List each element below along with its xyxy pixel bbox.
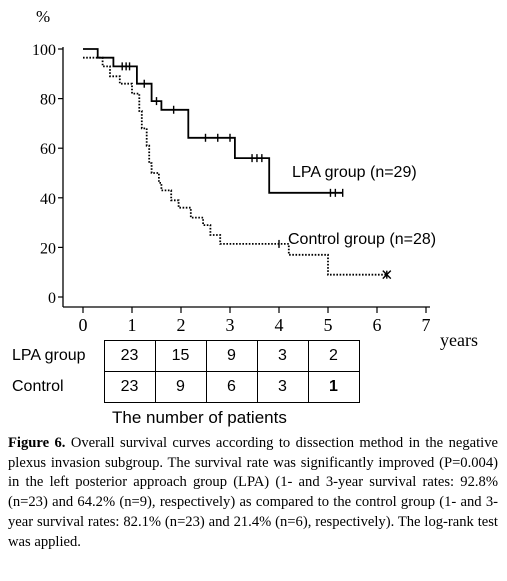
x-axis-label-text: years (440, 330, 478, 350)
table-row-lpa: LPA group 23 15 9 3 2 (0, 340, 360, 372)
axes (62, 47, 430, 308)
figure-caption: Figure 6. Overall survival curves accord… (8, 434, 498, 552)
caption-text: Overall survival curves according to dis… (8, 435, 498, 550)
row-label: Control (12, 378, 64, 395)
y-tick-label: 0 (48, 290, 56, 307)
table-cell: 15 (154, 340, 207, 372)
caption-label: Figure 6. (8, 435, 66, 451)
x-tick-label: 6 (373, 315, 382, 335)
x-tick-label: 0 (79, 315, 88, 335)
table-cell: 9 (154, 371, 207, 403)
table-title: The number of patients (112, 408, 287, 427)
y-axis-ticks: 0 20 40 60 80 100 (32, 42, 63, 307)
x-tick-label: 2 (177, 315, 186, 335)
censor-end-mark (382, 270, 392, 280)
survival-curve-line (83, 56, 387, 276)
y-tick-label: 80 (40, 92, 56, 109)
series-layer (83, 48, 392, 280)
x-tick-label: 5 (324, 315, 333, 335)
table-cell: 23 (103, 371, 156, 403)
y-axis-unit: % (36, 7, 50, 26)
y-tick-label: 40 (40, 191, 56, 208)
table-cell: 6 (205, 371, 258, 403)
table-cell: 23 (103, 340, 156, 372)
x-tick-label: 1 (128, 315, 137, 335)
y-tick-label: 100 (32, 42, 56, 59)
row-label: LPA group (12, 347, 86, 364)
control-series-label: Control group (n=28) (288, 231, 436, 248)
table-cell: 2 (307, 340, 360, 372)
table-cell: 1 (307, 371, 360, 403)
x-axis-ticks: 0 1 2 3 4 5 6 7 (79, 307, 431, 335)
table-row-control: Control 23 9 6 3 1 (0, 371, 360, 403)
table-cell: 9 (205, 340, 258, 372)
series-lpa (83, 48, 344, 197)
survival-chart: % 0 20 40 60 80 100 0 1 2 3 4 5 6 7 LPA group (n=29)… (32, 7, 436, 335)
x-tick-label: 4 (275, 315, 284, 335)
x-tick-label: 7 (422, 315, 431, 335)
y-tick-label: 60 (40, 141, 56, 158)
series-control (83, 56, 392, 280)
y-tick-label: 20 (40, 240, 56, 257)
table-cell: 3 (256, 371, 309, 403)
patients-at-risk-table: LPA group 23 15 9 3 2 Control 23 9 6 3 1 (0, 340, 360, 403)
lpa-series-label: LPA group (n=29) (292, 164, 417, 181)
x-tick-label: 3 (226, 315, 235, 335)
table-cell: 3 (256, 340, 309, 372)
